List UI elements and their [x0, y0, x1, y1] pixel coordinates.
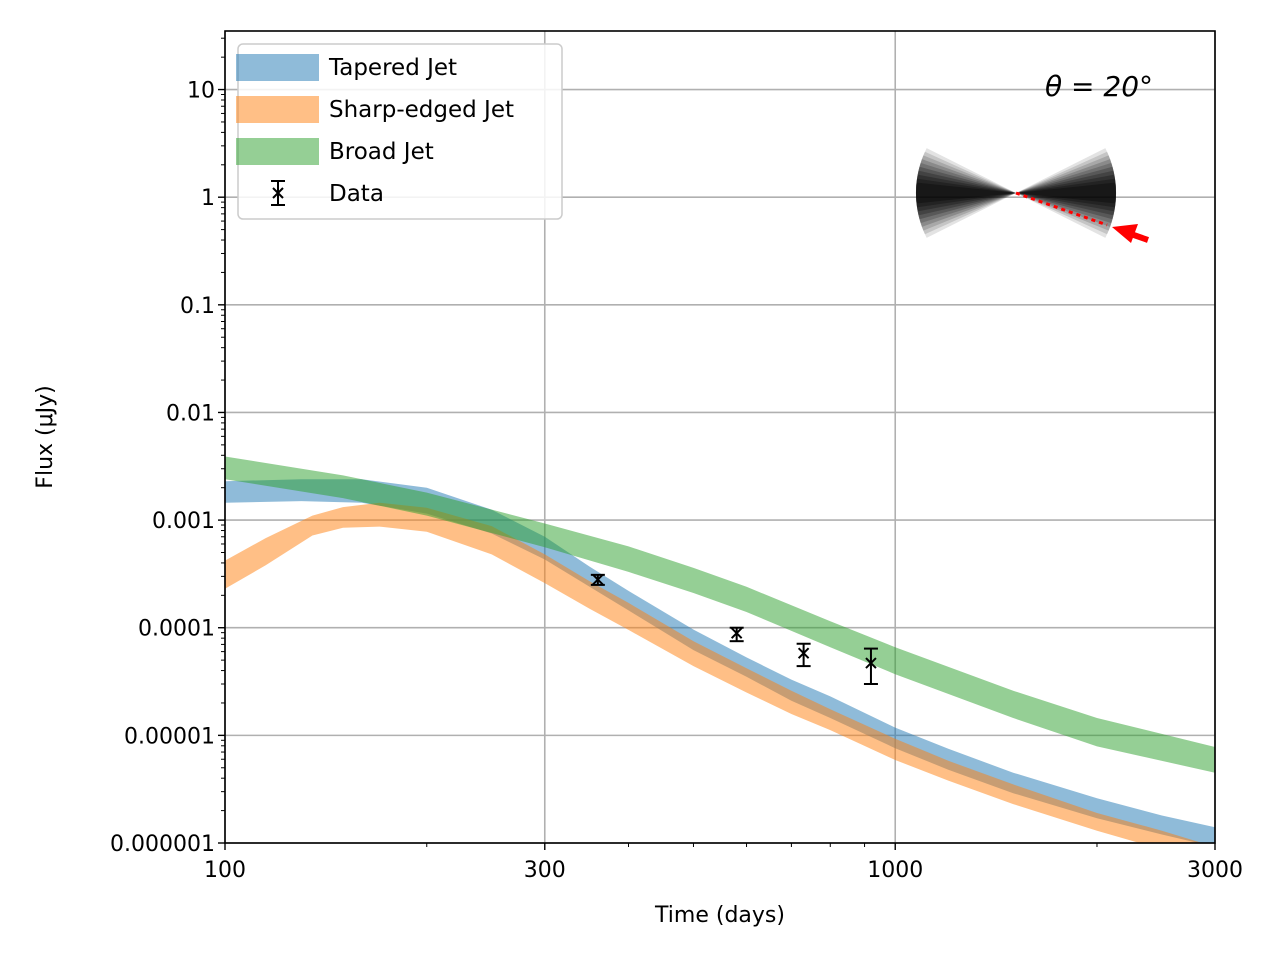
legend-label-data: Data: [329, 181, 384, 207]
jet-cone-left: [916, 162, 1016, 224]
y-tick-label: 0.000001: [110, 832, 215, 857]
data-marker: [730, 627, 743, 639]
observer-arrow-head: [1112, 224, 1138, 243]
legend: Tapered Jet Sharp-edged Jet Broad Jet Data: [236, 43, 563, 220]
jet-cone-right: [1016, 182, 1116, 204]
jet-cone-left: [916, 159, 1016, 227]
series-band-broad-jet: [225, 456, 1215, 773]
y-tick-label: 0.00001: [124, 724, 215, 749]
legend-swatch-tapered-jet: [236, 54, 319, 81]
line-of-sight: [1015, 191, 1108, 227]
legend-label-tapered-jet: Tapered Jet: [328, 55, 457, 81]
x-tick-label: 100: [204, 858, 246, 883]
y-tick-label: 0.001: [152, 509, 215, 534]
series-band-sharp-edged-jet: [225, 502, 1203, 843]
jet-inset: [915, 148, 1149, 243]
x-tick-label: 3000: [1187, 858, 1243, 883]
data-marker: [797, 647, 810, 659]
axis-ticks: 100 300 1000 3000 10 1 0.1 0.01 0.001 0.0001 0.000…: [110, 37, 1243, 883]
theta-annotation: θ = 20°: [1045, 70, 1153, 103]
jet-cone-left: [916, 174, 1016, 212]
plot-series: [225, 456, 1215, 843]
y-tick-label: 0.0001: [138, 617, 215, 642]
jet-cone-left: [915, 182, 1016, 204]
legend-swatch-broad-jet: [236, 138, 319, 165]
legend-swatch-sharp-edged-jet: [236, 96, 319, 123]
jet-cone-right: [1016, 155, 1116, 231]
x-tick-label: 1000: [867, 858, 923, 883]
jet-cone-right: [1016, 178, 1116, 208]
data-point: [590, 573, 605, 586]
data-marker: [865, 657, 877, 669]
data-point: [729, 626, 744, 643]
jet-cone-left: [916, 166, 1016, 220]
y-tick-label: 0.1: [180, 294, 215, 319]
data-marker: [592, 573, 604, 586]
x-tick-label: 300: [524, 858, 566, 883]
y-tick-label: 0.01: [166, 401, 215, 426]
legend-label-broad-jet: Broad Jet: [329, 139, 434, 165]
legend-box: [237, 43, 563, 220]
jet-cone-right: [1016, 159, 1116, 227]
jet-cone-right: [1016, 148, 1116, 238]
plot-area: [225, 456, 1215, 843]
data-point: [796, 642, 811, 668]
data-point: [863, 647, 878, 686]
jet-cone-right: [1016, 166, 1116, 220]
x-axis-label: Time (days): [654, 903, 785, 928]
jet-cone-left: [916, 148, 1016, 238]
jet-cone-right: [1016, 170, 1116, 216]
axes-frame: [224, 30, 1216, 844]
legend-label-sharp-edged-jet: Sharp-edged Jet: [329, 97, 514, 123]
y-tick-label: 1: [201, 186, 215, 211]
legend-swatch-marker: [272, 187, 284, 199]
y-axis-label: Flux (μJy): [33, 385, 58, 488]
jet-cone-left: [916, 151, 1016, 235]
jet-cone-left: [915, 155, 1016, 231]
jet-cone-right: [1016, 174, 1117, 212]
jet-cone-left: [916, 178, 1016, 208]
jet-cone-left: [915, 170, 1016, 216]
y-tick-label: 10: [187, 79, 215, 104]
jet-cone-right: [1016, 162, 1116, 224]
jet-cone-right: [1016, 151, 1116, 235]
